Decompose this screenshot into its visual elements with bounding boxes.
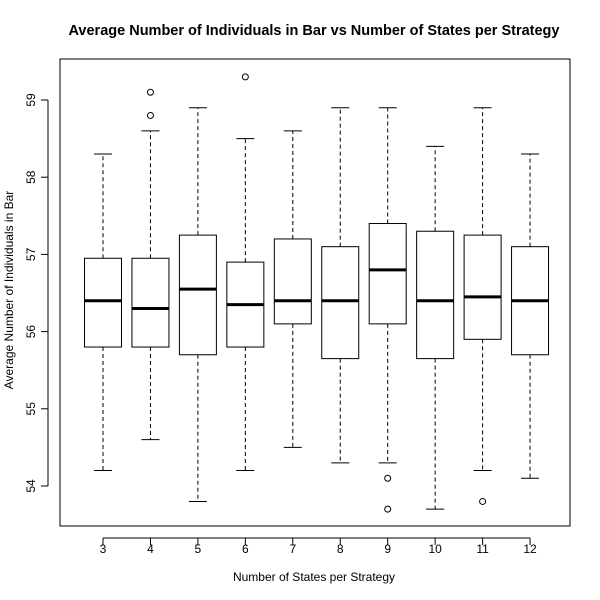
x-tick-label: 11 (476, 542, 489, 556)
box-4 (131, 257, 170, 348)
x-tick-label: 10 (428, 542, 442, 556)
box-5 (178, 234, 217, 356)
y-tick-label: 54 (24, 479, 38, 493)
y-tick-label: 58 (24, 170, 38, 184)
box-8 (321, 246, 360, 360)
y-tick-label: 59 (24, 93, 38, 107)
box-10 (416, 230, 455, 360)
box-11 (463, 234, 502, 340)
x-tick-label: 6 (242, 542, 249, 556)
x-tick-label: 8 (337, 542, 344, 556)
plot-frame (59, 58, 571, 527)
y-tick-label: 57 (24, 247, 38, 261)
x-tick-label: 3 (100, 542, 107, 556)
x-tick-label: 9 (384, 542, 391, 556)
chart-title: Average Number of Individuals in Bar vs … (69, 23, 560, 39)
y-axis-label: Average Number of Individuals in Bar (2, 191, 16, 390)
box-7 (273, 238, 312, 325)
x-tick-label: 7 (289, 542, 296, 556)
box-9 (368, 223, 407, 325)
outlier-point (384, 474, 392, 482)
outlier-point (384, 505, 392, 513)
box-3 (84, 257, 122, 348)
y-tick-label: 55 (24, 402, 38, 416)
x-tick-label: 5 (195, 542, 202, 556)
x-tick-label: 4 (147, 542, 154, 556)
x-axis-label: Number of States per Strategy (233, 570, 395, 584)
x-tick-label: 12 (523, 542, 537, 556)
outlier-point (479, 497, 487, 505)
outlier-point (146, 111, 154, 119)
y-tick-label: 56 (24, 325, 38, 339)
outlier-point (241, 73, 249, 81)
outlier-point (146, 88, 154, 96)
